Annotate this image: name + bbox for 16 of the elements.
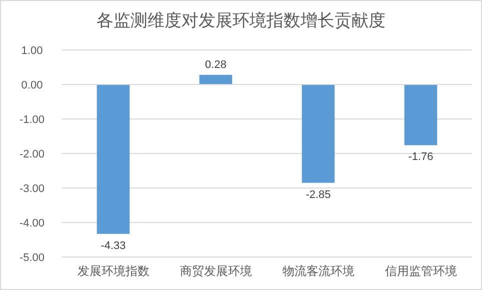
data-label: -2.85 — [306, 188, 331, 201]
y-tick-label: -1.00 — [19, 114, 45, 126]
y-tick-label: 1.00 — [21, 45, 43, 57]
x-tick-label: 信用监管环境 — [384, 264, 457, 278]
x-tick-label: 商贸发展环境 — [180, 264, 252, 278]
y-tick-label: -4.00 — [19, 218, 45, 230]
y-tick-label: -2.00 — [19, 148, 45, 160]
y-tick-label: 0.00 — [21, 80, 43, 92]
y-tick-label: -5.00 — [19, 252, 45, 264]
data-label: 0.28 — [205, 58, 226, 71]
y-tick-label: -3.00 — [19, 183, 45, 195]
x-tick-label: 发展环境指数 — [77, 264, 150, 278]
x-tick-label: 物流客流环境 — [282, 264, 354, 278]
data-label: -1.76 — [408, 151, 434, 164]
chart-title: 各监测维度对发展环境指数增长贡献度 — [96, 11, 386, 30]
data-label: -4.33 — [100, 240, 126, 252]
